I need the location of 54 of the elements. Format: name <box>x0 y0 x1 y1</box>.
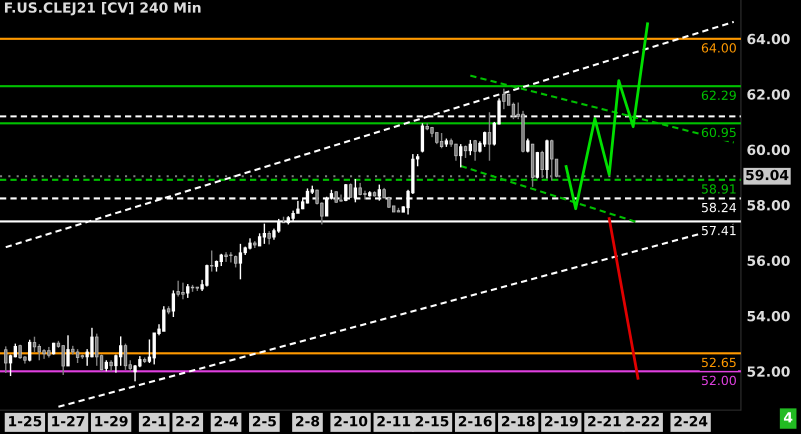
candlestick <box>28 339 32 362</box>
y-tick-label: 58.00 <box>748 200 790 211</box>
candlestick <box>468 139 472 156</box>
y-tick-label: 54.00 <box>748 310 790 322</box>
ref-line-label: 64.00 <box>702 43 736 53</box>
ref-line-label: 59.04 <box>746 170 788 180</box>
x-tick-label: 2-18 <box>502 416 535 426</box>
ref-line-label: 52.65 <box>702 358 736 368</box>
y-tick-label: 52.00 <box>748 366 790 377</box>
x-tick-label: 2-24 <box>674 416 708 426</box>
candlestick <box>348 182 352 199</box>
y-tick-label: 60.00 <box>747 144 790 156</box>
candlestick <box>52 342 56 356</box>
candlestick <box>4 346 8 374</box>
x-tick-label: 2-5 <box>252 416 276 426</box>
x-tick-label: 2-19 <box>545 416 578 426</box>
x-tick-label: 2-15 <box>416 416 448 426</box>
candlestick <box>109 360 113 372</box>
x-tick-label: 1-29 <box>95 416 128 426</box>
candlestick <box>473 139 477 162</box>
x-tick-label: 2-10 <box>334 416 368 426</box>
y-tick-label: 62.00 <box>747 89 790 100</box>
candlestick <box>186 283 190 299</box>
x-tick-label: 2-1 <box>142 416 166 426</box>
candlestick <box>234 254 238 268</box>
chart-title: F.US.CLEJ21 [CV] 240 Min <box>4 2 201 16</box>
x-tick-label: 1-25 <box>9 416 42 426</box>
x-tick-label: 1-27 <box>52 416 84 426</box>
candlestick <box>526 138 530 154</box>
x-tick-label: 2-4 <box>214 416 238 426</box>
candlestick <box>459 143 462 168</box>
x-tick-label: 2-8 <box>296 416 320 426</box>
ref-line-label: 60.95 <box>702 128 736 138</box>
line-series <box>564 22 649 210</box>
ref-line-label: 57.41 <box>702 226 736 236</box>
candlestick <box>268 230 271 246</box>
ref-line-label: 52.00 <box>702 376 736 386</box>
x-tick-label: 2-2 <box>176 416 200 426</box>
candlestick <box>464 144 468 159</box>
y-tick-label: 56.00 <box>748 255 790 266</box>
ref-line-label: 62.29 <box>702 90 736 100</box>
ref-line-label: 58.91 <box>702 184 736 194</box>
x-tick-label: 2-21 <box>588 416 621 426</box>
ref-line-label: 58.24 <box>702 202 736 212</box>
candlestick <box>172 290 176 318</box>
x-tick-label: 2-16 <box>458 416 492 426</box>
candlestick <box>66 334 70 367</box>
candlestick <box>488 112 492 162</box>
y-tick-label: 64.00 <box>747 34 790 44</box>
candlestick <box>210 250 214 272</box>
x-tick-label: 2-11 <box>377 416 410 426</box>
text: 4 <box>784 412 792 422</box>
candlestick <box>104 360 108 372</box>
x-tick-label: 2-22 <box>626 416 659 426</box>
